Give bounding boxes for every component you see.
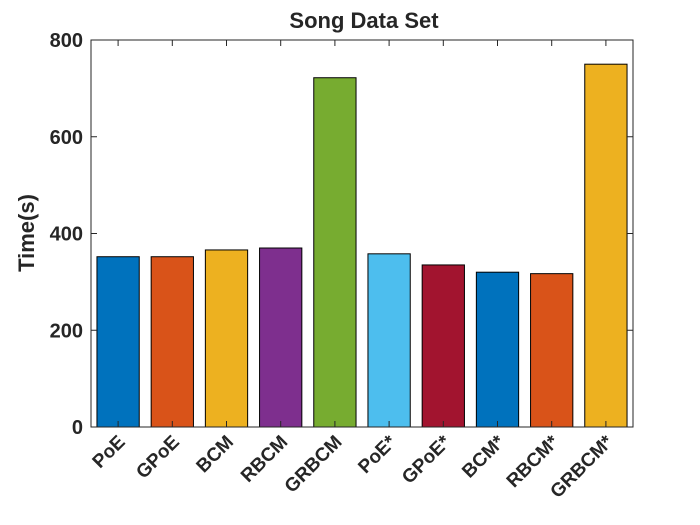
bar-bcm-star	[475, 271, 520, 428]
bar-grbcm	[313, 77, 357, 428]
x-tick-label: GPoE*	[398, 431, 455, 488]
x-tick-label: GPoE	[132, 432, 183, 483]
chart-title: Song Data Set	[289, 8, 439, 33]
y-tick-label: 200	[50, 320, 83, 342]
x-tick-label: GRBCM	[281, 432, 347, 498]
bar-gpoe	[150, 256, 194, 428]
y-tick-label: 800	[50, 30, 83, 52]
bar-gpoe-star	[421, 264, 465, 428]
y-tick-label: 600	[50, 127, 83, 149]
x-tick-label: BCM*	[458, 431, 509, 482]
y-tick-label: 400	[50, 224, 83, 246]
bar-bcm	[204, 249, 249, 428]
y-axis-label: Time(s)	[14, 194, 39, 272]
x-tick-label: PoE	[89, 432, 130, 473]
bar-poe-star	[367, 253, 411, 428]
bar-rbcm	[259, 247, 303, 428]
bars-group	[96, 63, 628, 428]
bar-grbcm-star	[584, 63, 628, 428]
bar-poe	[96, 256, 140, 428]
y-tick-label: 0	[72, 417, 83, 439]
x-tick-label: PoE*	[354, 431, 401, 478]
y-ticks-group: 0 200 400 600 800	[50, 30, 633, 439]
x-tick-label: BCM	[193, 432, 238, 477]
bar-rbcm-star	[530, 273, 574, 428]
